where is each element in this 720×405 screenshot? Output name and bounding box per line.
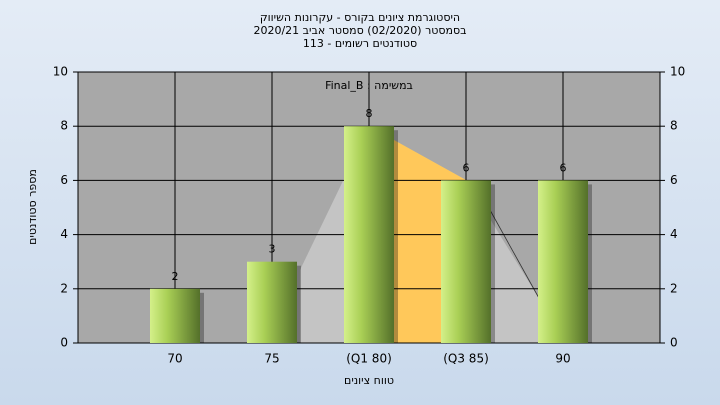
value-label: 8 <box>366 107 373 120</box>
x-tick-label: (Q1 80) <box>346 352 392 366</box>
y-tick-label: 10 <box>53 65 68 79</box>
value-label: 3 <box>269 243 276 256</box>
y2-tick-label: 0 <box>670 336 678 350</box>
value-label: 2 <box>172 270 179 283</box>
chart-title: סטודנטים רשומים - 113 <box>303 37 417 50</box>
chart-title: היסטוגרמת ציונים בקורס - עקרונות השיווק <box>260 11 460 24</box>
value-label: 6 <box>463 161 470 174</box>
y2-tick-label: 2 <box>670 281 678 295</box>
x-tick-label: 75 <box>264 352 279 366</box>
y2-tick-label: 4 <box>670 227 678 241</box>
x-tick-label: 90 <box>555 352 570 366</box>
y2-tick-label: 10 <box>670 65 685 79</box>
y2-tick-label: 8 <box>670 119 678 133</box>
x-tick-label: 70 <box>167 352 182 366</box>
bar <box>538 180 588 343</box>
x-tick-label: (Q3 85) <box>443 352 489 366</box>
y-tick-label: 2 <box>60 281 68 295</box>
y-tick-label: 4 <box>60 227 68 241</box>
y2-tick-label: 6 <box>670 173 678 187</box>
chart-title: בסמסטר (02/2020) סמסטר אביב 2020/21 <box>253 24 466 37</box>
y-axis-label: מספר סטודנטים <box>26 169 39 245</box>
bar <box>441 180 491 343</box>
y-tick-label: 8 <box>60 119 68 133</box>
trend-line <box>489 209 541 301</box>
y-tick-label: 0 <box>60 336 68 350</box>
bar <box>150 288 200 343</box>
bar <box>247 261 297 343</box>
bar <box>344 126 394 343</box>
x-axis-label: טווח ציונים <box>344 374 394 387</box>
y-tick-label: 6 <box>60 173 68 187</box>
value-label: 6 <box>560 161 567 174</box>
